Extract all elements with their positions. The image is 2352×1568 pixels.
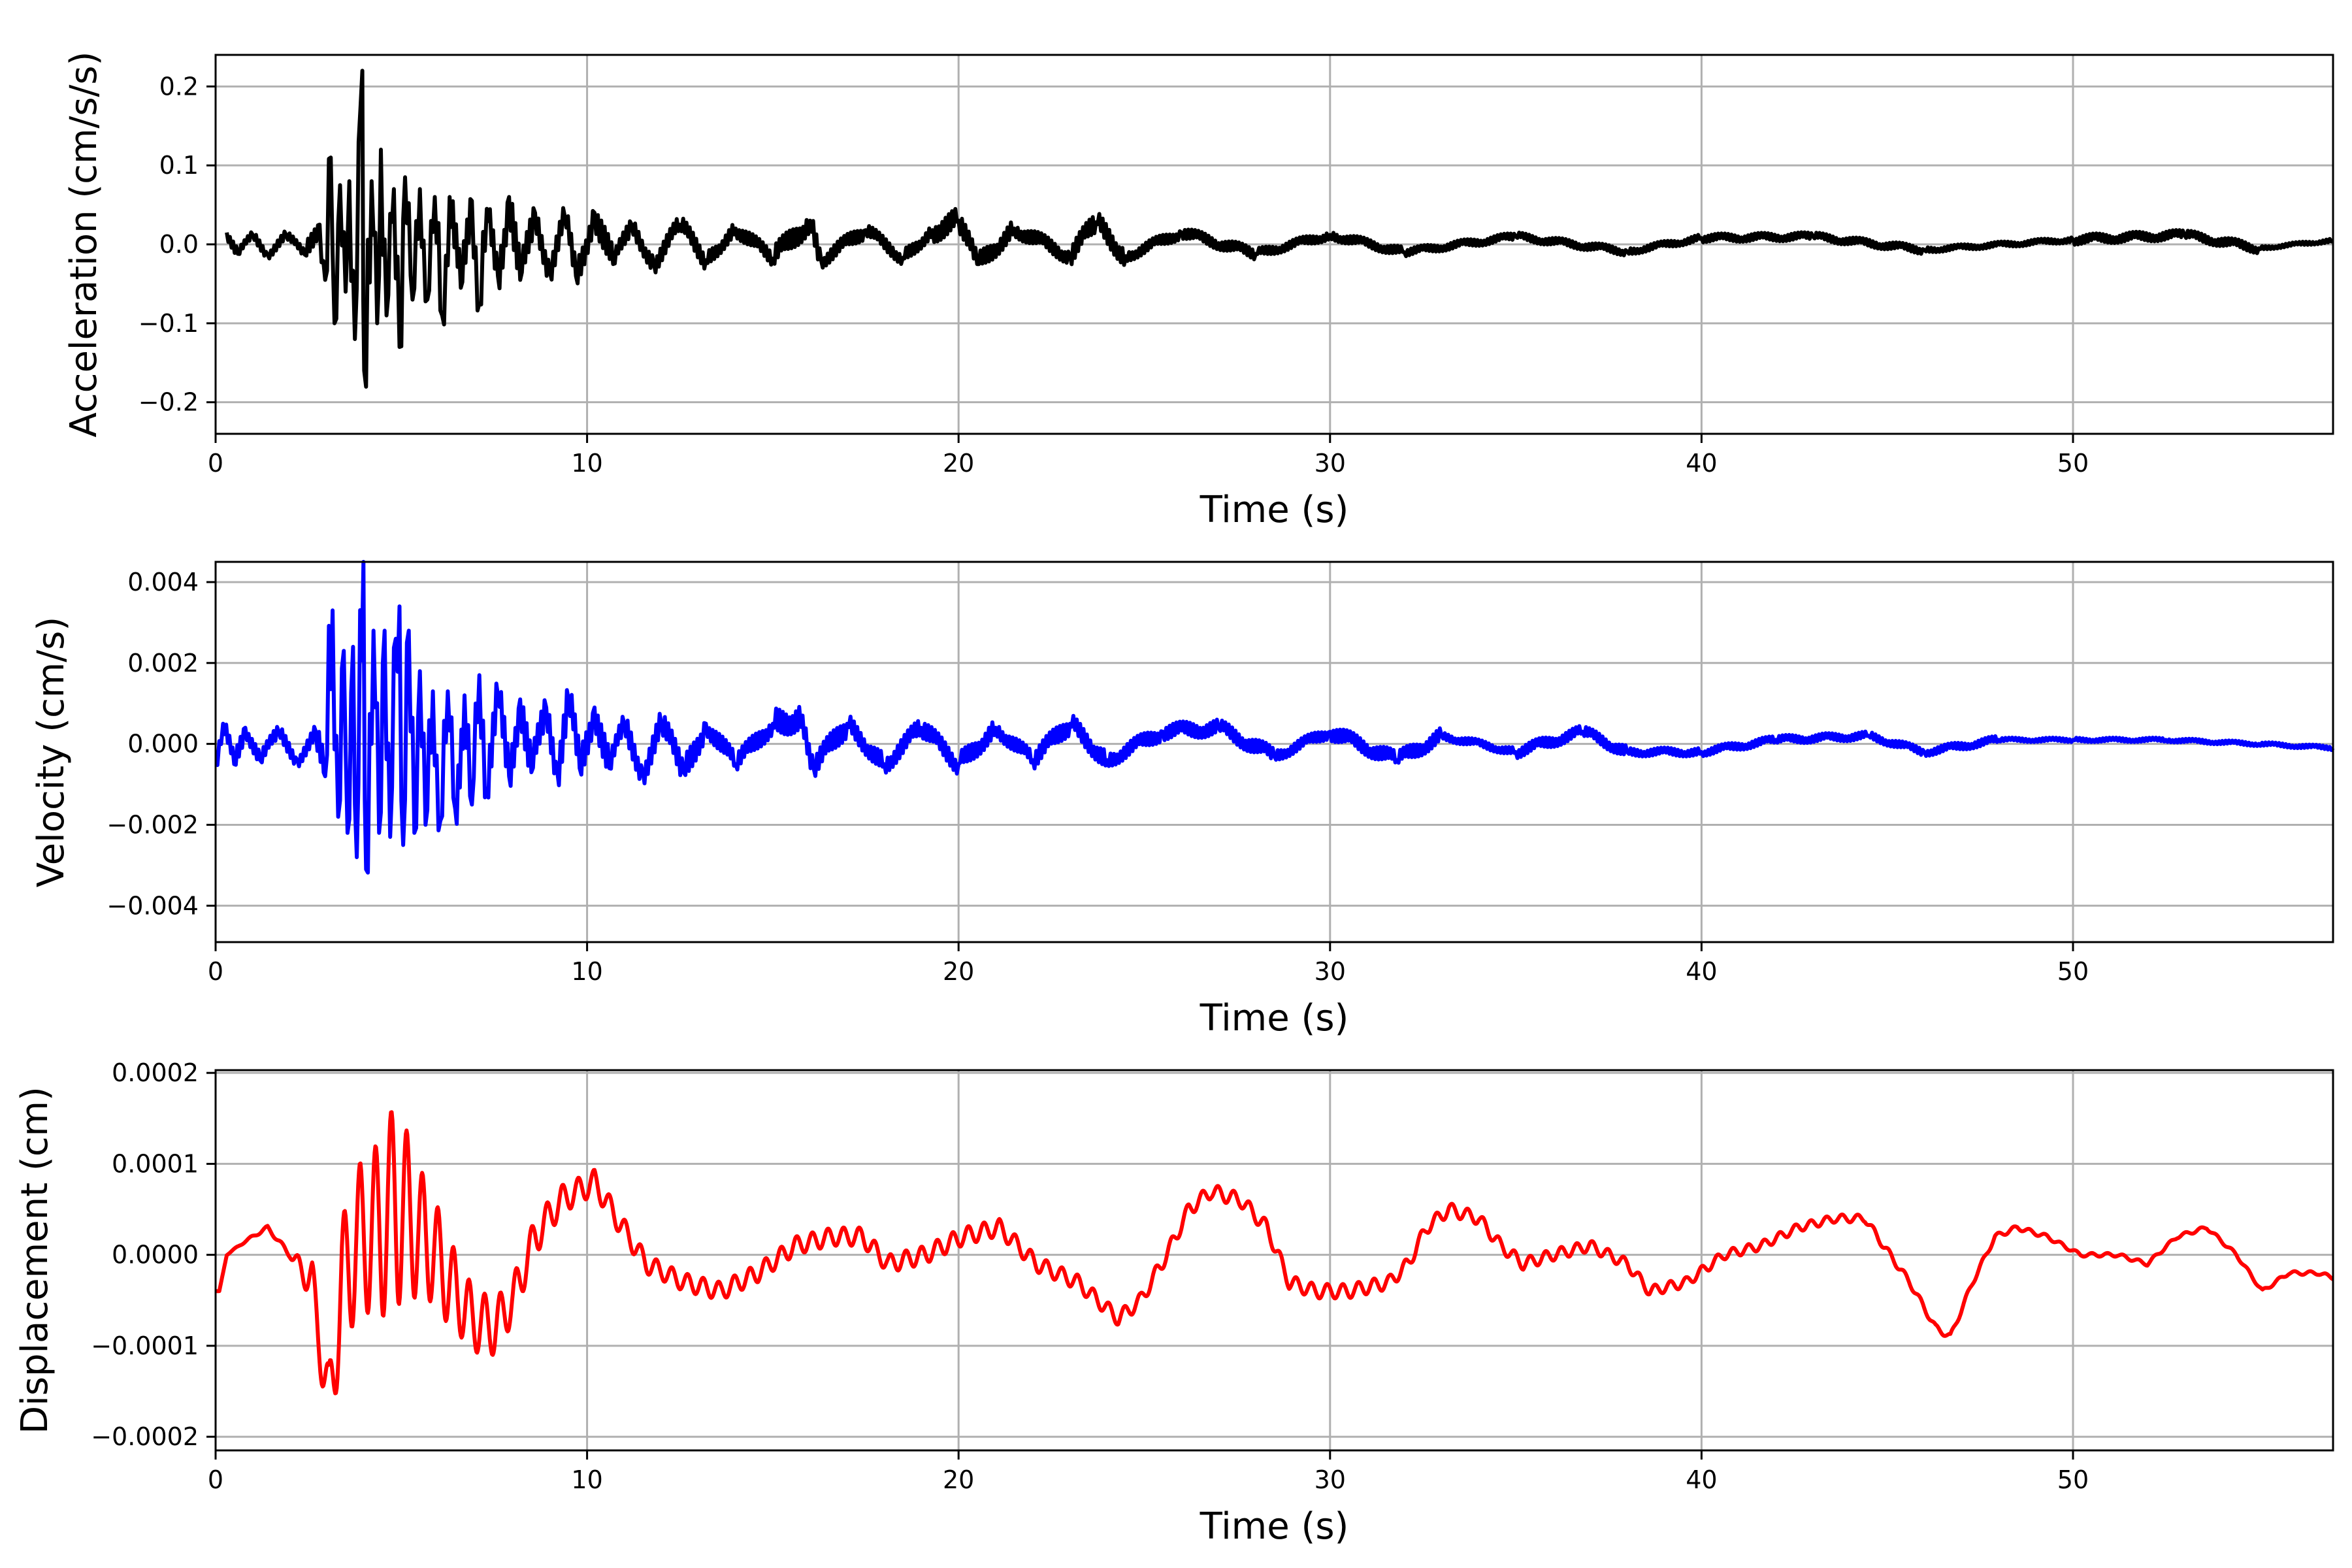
velocity-y-ticks: −0.004 −0.002 0.000 0.002 0.004 [106,568,216,920]
displacement-y-tick-label: 0.0000 [112,1241,199,1269]
velocity-panel: 0 10 20 30 40 50 −0.004 −0.002 0.000 0.0… [30,560,2335,1039]
velocity-series-line [214,560,2335,875]
displacement-x-ticks: 0 10 20 30 40 50 [208,1450,2089,1494]
velocity-x-tick-label: 40 [1686,957,1717,986]
displacement-x-axis-label: Time (s) [1200,1505,1349,1548]
acceleration-x-axis-label: Time (s) [1200,489,1349,531]
displacement-grid [214,1070,2333,1450]
displacement-x-tick-label: 50 [2057,1465,2089,1494]
velocity-y-tick-label: −0.002 [106,810,199,839]
acceleration-x-tick-label: 0 [208,449,223,478]
acceleration-y-tick-label: 0.2 [159,72,199,101]
velocity-y-tick-label: 0.000 [127,730,199,759]
acceleration-x-tick-label: 20 [943,449,974,478]
displacement-x-tick-label: 10 [571,1465,602,1494]
velocity-y-axis-label: Velocity (cm/s) [30,617,73,888]
velocity-x-tick-label: 10 [571,957,602,986]
acceleration-x-tick-label: 10 [571,449,602,478]
displacement-y-ticks: −0.0002 −0.0001 0.0000 0.0001 0.0002 [91,1058,216,1451]
acceleration-y-ticks: −0.2 −0.1 0.0 0.1 0.2 [139,72,216,417]
displacement-axes-frame [214,1069,2334,1452]
displacement-y-tick-label: −0.0002 [91,1422,199,1451]
displacement-x-tick-label: 40 [1686,1465,1717,1494]
displacement-x-tick-label: 30 [1315,1465,1346,1494]
acceleration-y-tick-label: 0.1 [159,151,199,180]
displacement-panel: 0 10 20 30 40 50 −0.0002 −0.0001 0.0000 … [14,1058,2334,1548]
velocity-x-tick-label: 0 [208,957,223,986]
velocity-x-axis-label: Time (s) [1200,997,1349,1039]
velocity-x-ticks: 0 10 20 30 40 50 [208,942,2089,986]
displacement-y-tick-label: 0.0001 [112,1149,199,1178]
acceleration-series-line [225,69,2334,389]
velocity-y-tick-label: −0.004 [106,891,199,920]
velocity-y-tick-label: 0.002 [127,649,199,678]
acceleration-x-ticks: 0 10 20 30 40 50 [208,434,2089,478]
displacement-y-tick-label: 0.0002 [112,1058,199,1087]
acceleration-y-tick-label: −0.2 [139,388,199,417]
displacement-x-tick-label: 20 [943,1465,974,1494]
acceleration-y-axis-label: Acceleration (cm/s/s) [63,52,105,438]
velocity-y-tick-label: 0.004 [127,568,199,596]
acceleration-y-tick-label: −0.1 [139,309,199,338]
acceleration-x-tick-label: 30 [1315,449,1346,478]
displacement-x-tick-label: 0 [208,1465,223,1494]
displacement-y-axis-label: Displacement (cm) [14,1086,56,1434]
acceleration-x-tick-label: 40 [1686,449,1717,478]
acceleration-x-tick-label: 50 [2057,449,2089,478]
acceleration-y-tick-label: 0.0 [159,230,199,259]
displacement-y-tick-label: −0.0001 [91,1331,199,1360]
velocity-x-tick-label: 20 [943,957,974,986]
displacement-series-line [214,1110,2334,1396]
acceleration-panel: 0 10 20 30 40 50 −0.2 −0.1 0.0 0.1 0.2 T… [63,52,2334,531]
velocity-axes-frame [214,561,2334,943]
velocity-x-tick-label: 30 [1315,957,1346,986]
velocity-x-tick-label: 50 [2057,957,2089,986]
